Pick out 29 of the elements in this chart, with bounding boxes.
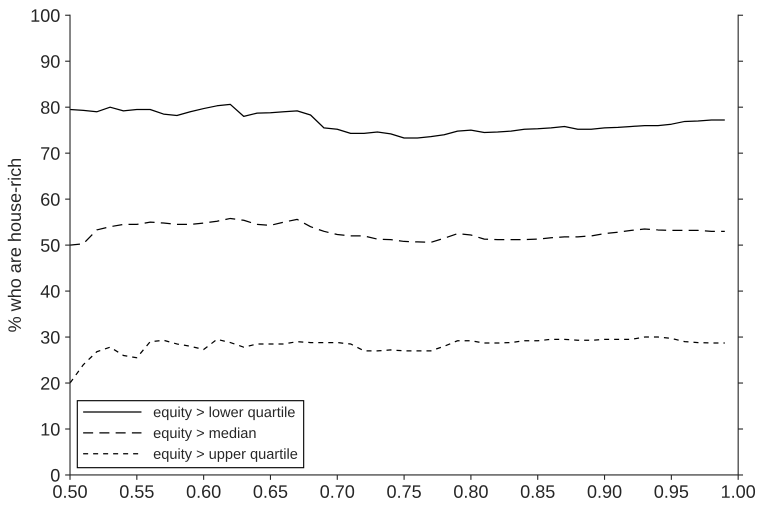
x-tick-label: 0.50 [53, 485, 87, 498]
x-tick-label: 1.00 [722, 485, 756, 498]
y-tick-label: 80 [40, 101, 60, 114]
y-tick-label: 0 [50, 468, 60, 482]
x-tick-label: 0.65 [254, 485, 288, 498]
x-tick-label: 0.85 [520, 485, 555, 498]
y-tick-label: 30 [40, 330, 60, 344]
y-tick-label: 100 [32, 9, 60, 22]
legend-label: equity > upper quartile [154, 448, 298, 462]
y-tick-label: 50 [40, 239, 60, 252]
x-tick-label: 0.75 [387, 485, 421, 498]
y-tick-label: 90 [41, 55, 60, 68]
x-tick-label: 0.90 [588, 485, 622, 498]
y-tick-label: 40 [40, 285, 60, 298]
y-axis-title: % who are house-rich [8, 158, 22, 332]
x-tick-label: 0.95 [654, 485, 688, 498]
y-tick-label: 60 [41, 193, 60, 206]
line-series [70, 104, 726, 139]
y-tick-label: 10 [42, 422, 60, 436]
line-series [70, 336, 726, 384]
x-tick-label: 0.55 [120, 485, 154, 498]
y-tick-label: 70 [41, 147, 60, 160]
x-tick-label: 0.80 [454, 485, 488, 498]
line-series [70, 218, 726, 246]
x-tick-label: 0.60 [186, 485, 221, 498]
legend-label: equity > lower quartile [154, 406, 295, 420]
legend-label: equity > median [154, 427, 256, 441]
y-tick-label: 20 [41, 376, 60, 390]
x-tick-label: 0.70 [320, 485, 354, 498]
